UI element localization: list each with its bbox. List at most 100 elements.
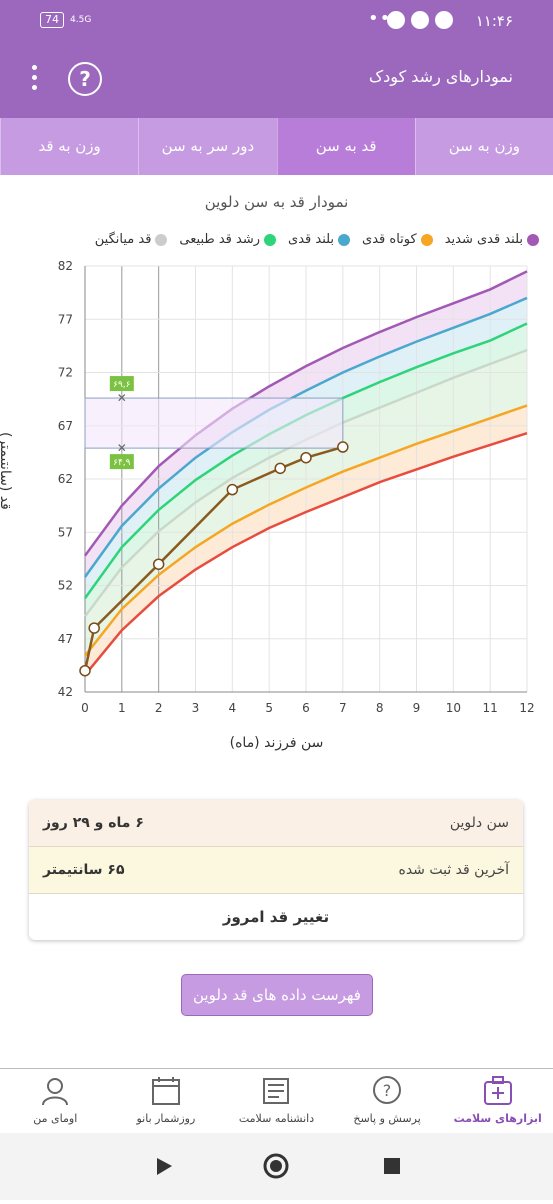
app-bar: ? نمودارهای رشد کودک: [0, 40, 553, 118]
more-vert-icon[interactable]: [28, 62, 40, 98]
legend-dot: [264, 233, 277, 246]
legend-item[interactable]: قد میانگین: [95, 232, 168, 247]
nav-encyclopedia[interactable]: دانشنامه سلامت: [221, 1069, 332, 1134]
profile-icon: [42, 1078, 69, 1106]
height-list-button[interactable]: فهرست داده های قد دلوین: [181, 974, 373, 1016]
y-tick-label: 72: [58, 366, 73, 380]
y-tick-label: 77: [58, 312, 73, 326]
tab-height-for-age[interactable]: قد به سن: [276, 118, 415, 175]
back-icon[interactable]: [157, 1158, 172, 1175]
chart-legend: بلند قدی شدید کوتاه قدی بلند قدی رشد قد …: [95, 232, 539, 247]
legend-item[interactable]: بلند قدی: [288, 232, 351, 247]
battery-icon: 74: [40, 12, 64, 28]
help-circle-icon[interactable]: ?: [68, 62, 102, 96]
marker-x: ✕: [117, 441, 127, 455]
x-tick-label: 10: [446, 701, 461, 715]
nav-label: روزشمار بانو: [136, 1112, 196, 1125]
recents-icon[interactable]: [384, 1158, 400, 1174]
x-tick-label: 2: [155, 701, 163, 715]
legend-dot: [338, 233, 351, 246]
data-point: [300, 451, 312, 464]
tab-weight-for-age[interactable]: وزن به سن: [414, 118, 553, 175]
status-bar: 74 4.5G ••• ۱۱:۴۶: [0, 0, 553, 40]
nav-health-tools[interactable]: ابزارهای سلامت: [442, 1069, 553, 1134]
legend-label: بلند قدی شدید: [444, 232, 523, 247]
status-left: 74 4.5G: [40, 12, 91, 28]
x-tick-label: 1: [118, 701, 126, 715]
app-notification-icon: [411, 11, 429, 29]
legend-item[interactable]: بلند قدی شدید: [445, 232, 539, 247]
x-tick-label: 4: [229, 701, 237, 715]
legend-item[interactable]: رشد قد طبیعی: [179, 232, 277, 247]
question-icon: ?: [373, 1076, 402, 1104]
y-tick-label: 57: [58, 525, 73, 539]
legend-dot: [155, 233, 168, 246]
nav-label: اومای من: [33, 1112, 78, 1125]
y-tick-label: 52: [58, 579, 73, 593]
nav-label: ابزارهای سلامت: [453, 1112, 542, 1125]
data-point: [152, 558, 165, 570]
chart-title: نمودار قد به سن دلوین: [204, 193, 349, 211]
x-tick-label: 7: [339, 701, 347, 715]
height-row: ۶۵ سانتیمتر آخرین قد ثبت شده: [29, 847, 523, 894]
y-tick-label: 47: [58, 632, 73, 646]
nav-label: پرسش و پاسخ: [353, 1112, 421, 1125]
data-point: [79, 664, 91, 677]
series-line: [83, 270, 528, 557]
age-value: ۶ ماه و ۲۹ روز: [43, 815, 144, 831]
bottom-nav: اومای من روزشمار بانو دانشنامه سلامت ? پ…: [0, 1068, 553, 1134]
legend-item[interactable]: کوتاه قدی: [362, 232, 433, 247]
x-tick-label: 0: [81, 701, 89, 715]
series-line: [84, 432, 528, 676]
y-tick-label: 42: [58, 685, 73, 699]
tab-head-for-age[interactable]: دور سر به سن: [138, 118, 276, 175]
marker-x: ✕: [117, 391, 127, 405]
nav-qa[interactable]: ? پرسش و پاسخ: [332, 1069, 443, 1134]
newspaper-icon: [263, 1078, 290, 1104]
legend-dot: [527, 233, 539, 246]
legend-label: قد میانگین: [94, 232, 152, 247]
change-height-button[interactable]: تغییر قد امروز: [222, 908, 330, 926]
marker-badge: [109, 376, 134, 392]
y-tick-label: 82: [58, 259, 73, 273]
data-point: [226, 483, 239, 496]
x-tick-label: 11: [483, 701, 498, 715]
selection-box: [84, 397, 344, 449]
health-kit-icon: [483, 1076, 512, 1105]
legend-label: بلند قدی: [288, 232, 335, 247]
calendar-icon: [151, 1077, 180, 1105]
system-nav-bar: [0, 1133, 553, 1200]
data-point: [337, 441, 349, 453]
x-tick-label: 6: [302, 701, 310, 715]
network-indicator: 4.5G: [70, 15, 92, 25]
marker-label: ۶۹,۶: [113, 380, 131, 390]
y-tick-label: 62: [58, 472, 73, 486]
page-title: نمودارهای رشد کودک: [368, 67, 513, 86]
series-line: [84, 404, 528, 657]
y-tick-label: 67: [58, 419, 73, 433]
x-tick-label: 12: [519, 701, 534, 715]
x-tick-label: 9: [413, 701, 421, 715]
nav-calendar[interactable]: روزشمار بانو: [111, 1069, 222, 1134]
percentile-band: [85, 405, 527, 675]
nav-profile[interactable]: اومای من: [0, 1069, 111, 1134]
legend-label: رشد قد طبیعی: [179, 232, 261, 247]
data-point: [274, 462, 286, 475]
percentile-band: [85, 297, 527, 599]
marker-label: ۶۴,۹: [113, 458, 131, 468]
data-point: [88, 622, 100, 634]
x-axis-label: سن فرزند (ماه): [229, 735, 324, 751]
tab-weight-for-height[interactable]: وزن به قد: [0, 118, 138, 175]
height-label: آخرین قد ثبت شده: [398, 862, 510, 878]
x-tick-label: 3: [192, 701, 200, 715]
age-label: سن دلوین: [449, 815, 509, 831]
legend-dot: [420, 233, 433, 246]
svg-text:?: ?: [383, 1081, 392, 1100]
x-tick-label: 5: [265, 701, 273, 715]
x-tick-label: 8: [376, 701, 384, 715]
chart-tabs: وزن به سن قد به سن دور سر به سن وزن به ق…: [0, 118, 553, 175]
series-line: [83, 296, 528, 578]
avatar-notification-icon: [387, 11, 405, 29]
home-icon[interactable]: [263, 1153, 289, 1179]
